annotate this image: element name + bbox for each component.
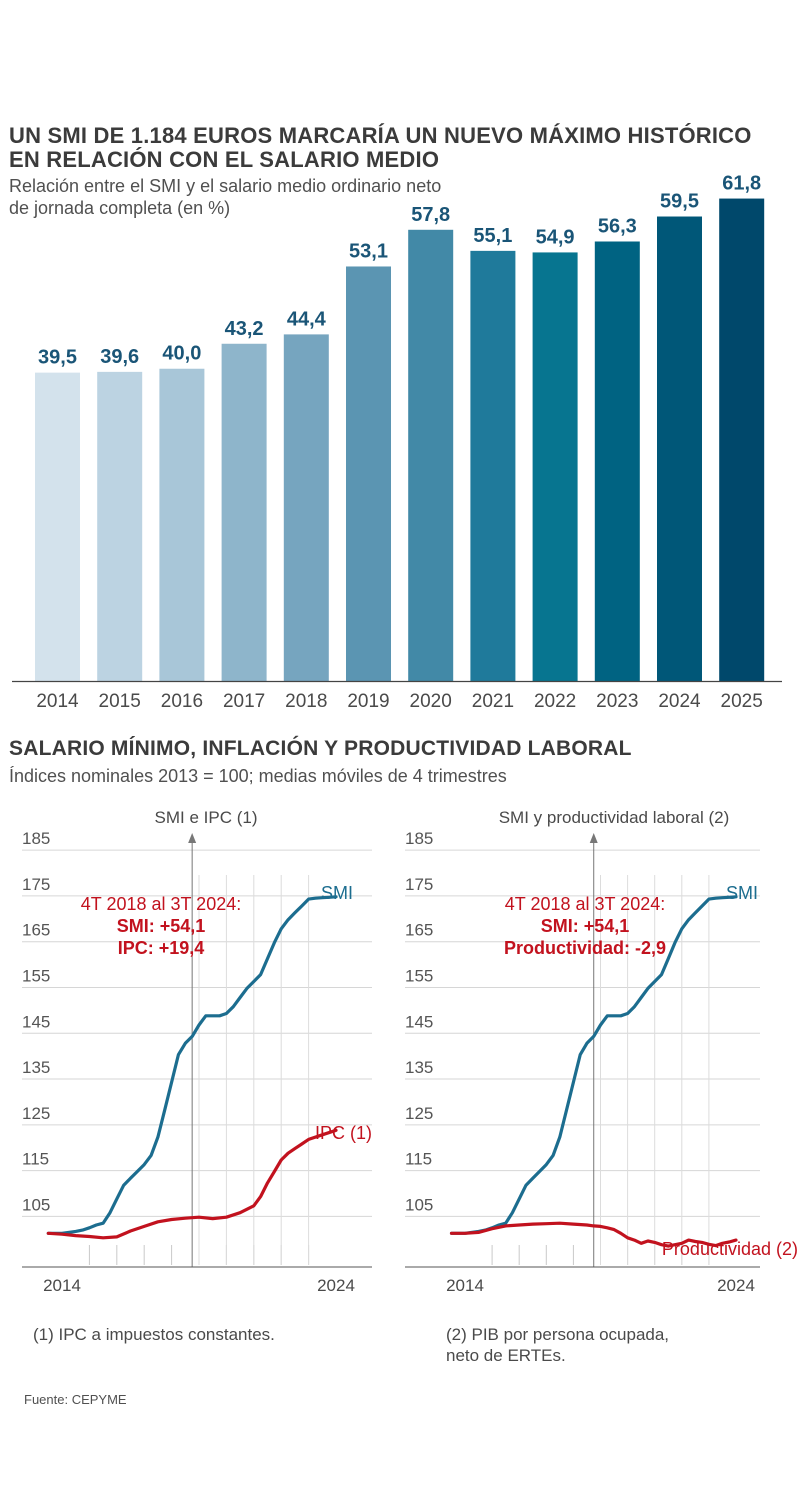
x-tick-label: 2014 bbox=[43, 1276, 81, 1295]
line-chart-smi-productividad: SMI y productividad laboral (2) 185 175 165… bbox=[405, 808, 798, 1295]
bar-value-label: 59,5 bbox=[660, 191, 699, 213]
y-tick-label: 125 bbox=[22, 1104, 50, 1123]
divider-arrow-icon bbox=[589, 833, 598, 843]
x-tick-label: 2022 bbox=[534, 691, 576, 712]
bar-value-label: 54,9 bbox=[536, 226, 575, 248]
x-tick-label: 2017 bbox=[223, 691, 265, 712]
chart1-title-line2: EN RELACIÓN CON EL SALARIO MEDIO bbox=[9, 147, 440, 172]
bar-value-label: 55,1 bbox=[473, 225, 512, 247]
bar-2023 bbox=[594, 241, 640, 682]
y-tick-label: 115 bbox=[22, 1150, 49, 1169]
line-chart-smi-ipc: SMI e IPC (1) 185 175 165 155 145 135 125 115 105… bbox=[22, 808, 372, 1295]
bar-value-label: 53,1 bbox=[349, 240, 388, 262]
x-tick-label: 2024 bbox=[317, 1276, 355, 1295]
y-tick-label: 125 bbox=[405, 1104, 433, 1123]
bar-2025 bbox=[719, 198, 765, 682]
y-tick-label: 175 bbox=[405, 875, 433, 894]
annotation-line: IPC: +19,4 bbox=[118, 938, 205, 958]
y-tick-label: 105 bbox=[405, 1195, 433, 1214]
y-tick-label: 185 bbox=[22, 829, 50, 848]
y-tick-label: 175 bbox=[22, 875, 50, 894]
bar-value-label: 39,5 bbox=[38, 347, 77, 369]
bar-value-label: 44,4 bbox=[287, 308, 327, 330]
right-footnote-line2: neto de ERTEs. bbox=[446, 1346, 566, 1365]
y-tick-label: 155 bbox=[22, 966, 50, 985]
bar-2021 bbox=[470, 250, 516, 682]
series-line-secondary bbox=[46, 1128, 338, 1240]
y-tick-label: 165 bbox=[405, 921, 433, 940]
x-tick-label: 2016 bbox=[161, 691, 203, 712]
series-label: SMI bbox=[321, 883, 353, 903]
chart1-subtitle-line1: Relación entre el SMI y el salario medio… bbox=[9, 176, 442, 196]
series-line-smi bbox=[449, 895, 738, 1235]
y-tick-label: 145 bbox=[22, 1012, 50, 1031]
chart2-title: SALARIO MÍNIMO, INFLACIÓN Y PRODUCTIVIDA… bbox=[9, 737, 632, 760]
annotation-line: SMI: +54,1 bbox=[117, 916, 206, 936]
x-tick-label: 2024 bbox=[658, 691, 701, 712]
chart1-title-line1: UN SMI DE 1.184 EUROS MARCARÍA UN NUEVO … bbox=[9, 123, 752, 148]
x-tick-label: 2020 bbox=[410, 691, 452, 712]
divider-arrow-icon bbox=[188, 833, 197, 843]
bar-2022 bbox=[532, 252, 578, 681]
y-tick-label: 185 bbox=[405, 829, 433, 848]
x-tick-label: 2018 bbox=[285, 691, 327, 712]
series-label: SMI bbox=[726, 883, 758, 903]
bar-value-label: 43,2 bbox=[225, 318, 264, 340]
left-footnote: (1) IPC a impuestos constantes. bbox=[33, 1325, 275, 1344]
series-line-secondary bbox=[449, 1221, 738, 1248]
bar-value-label: 39,6 bbox=[100, 346, 139, 368]
bar-2020 bbox=[408, 229, 454, 681]
panel-title: SMI e IPC (1) bbox=[155, 808, 258, 827]
x-tick-label: 2015 bbox=[99, 691, 141, 712]
annotation-line: 4T 2018 al 3T 2024: bbox=[505, 894, 665, 914]
y-tick-label: 155 bbox=[405, 966, 433, 985]
x-tick-label: 2019 bbox=[347, 691, 389, 712]
series-label: IPC (1) bbox=[315, 1123, 372, 1143]
x-tick-label: 2023 bbox=[596, 691, 638, 712]
annotation-line: 4T 2018 al 3T 2024: bbox=[81, 894, 241, 914]
y-tick-label: 145 bbox=[405, 1012, 433, 1031]
bar-2024 bbox=[657, 216, 702, 682]
y-tick-label: 165 bbox=[22, 921, 50, 940]
y-tick-label: 135 bbox=[22, 1058, 50, 1077]
chart2-subtitle: Índices nominales 2013 = 100; medias móv… bbox=[9, 766, 507, 786]
y-tick-label: 105 bbox=[22, 1195, 50, 1214]
bar-value-label: 56,3 bbox=[598, 215, 637, 237]
bar-value-label: 57,8 bbox=[411, 204, 450, 226]
y-tick-label: 135 bbox=[405, 1058, 433, 1077]
series-label: Productividad (2) bbox=[662, 1239, 798, 1259]
bar-chart: 39,5 2014 39,6 2015 40,0 2016 43,2 2017 44,4 2018… bbox=[12, 173, 782, 712]
x-tick-label: 2024 bbox=[717, 1276, 755, 1295]
bar-2019 bbox=[346, 266, 391, 681]
x-tick-label: 2014 bbox=[36, 691, 79, 712]
bar-value-label: 40,0 bbox=[162, 343, 201, 365]
bar-2015 bbox=[97, 371, 143, 681]
y-tick-label: 115 bbox=[405, 1150, 432, 1169]
bar-value-label: 61,8 bbox=[722, 173, 761, 195]
chart1-subtitle-line2: de jornada completa (en %) bbox=[9, 198, 231, 218]
bar-2017 bbox=[221, 343, 267, 681]
source-note: Fuente: CEPYME bbox=[24, 1392, 127, 1407]
bar-2014 bbox=[35, 372, 80, 681]
bar-2016 bbox=[159, 368, 205, 681]
bar-2018 bbox=[283, 334, 329, 681]
x-tick-label: 2014 bbox=[446, 1276, 484, 1295]
annotation-line: SMI: +54,1 bbox=[541, 916, 630, 936]
x-tick-label: 2021 bbox=[472, 691, 514, 712]
annotation-line: Productividad: -2,9 bbox=[504, 938, 666, 958]
series-line-smi bbox=[46, 895, 338, 1235]
x-tick-label: 2025 bbox=[721, 691, 763, 712]
panel-title: SMI y productividad laboral (2) bbox=[499, 808, 730, 827]
right-footnote-line1: (2) PIB por persona ocupada, bbox=[446, 1325, 670, 1344]
